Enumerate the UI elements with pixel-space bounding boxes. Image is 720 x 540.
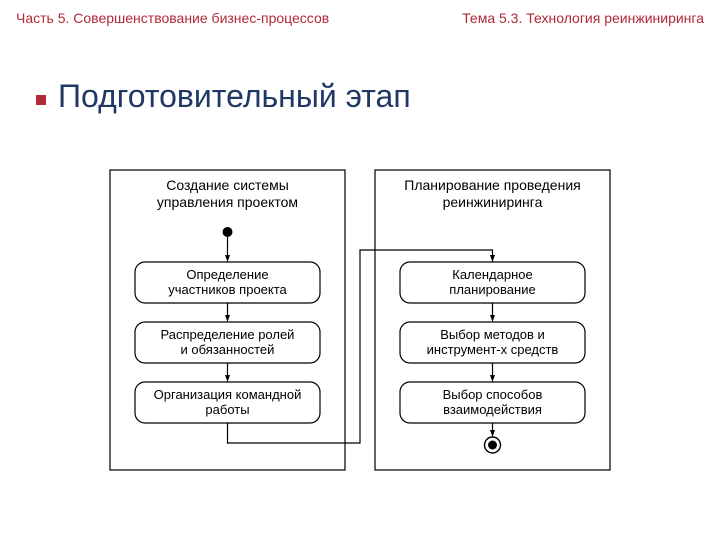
flowchart: Создание системыуправления проектом Плани…: [0, 0, 720, 540]
svg-text:работы: работы: [205, 402, 249, 417]
svg-text:Календарное: Календарное: [452, 267, 532, 282]
svg-text:Создание системы: Создание системы: [166, 177, 289, 193]
svg-text:управления проектом: управления проектом: [157, 194, 298, 210]
svg-text:Организация командной: Организация командной: [154, 387, 302, 402]
svg-text:Выбор методов и: Выбор методов и: [440, 327, 545, 342]
svg-text:Распределение ролей: Распределение ролей: [161, 327, 295, 342]
start-node: [223, 227, 233, 237]
svg-text:реинжиниринга: реинжиниринга: [443, 194, 543, 210]
svg-text:планирование: планирование: [449, 282, 535, 297]
svg-text:и обязанностей: и обязанностей: [181, 342, 275, 357]
svg-text:Выбор способов: Выбор способов: [443, 387, 543, 402]
svg-text:участников проекта: участников проекта: [168, 282, 287, 297]
svg-text:Определение: Определение: [186, 267, 268, 282]
svg-text:Планирование проведения: Планирование проведения: [404, 177, 580, 193]
svg-text:взаимодействия: взаимодействия: [443, 402, 542, 417]
svg-text:инструмент-х средств: инструмент-х средств: [427, 342, 559, 357]
